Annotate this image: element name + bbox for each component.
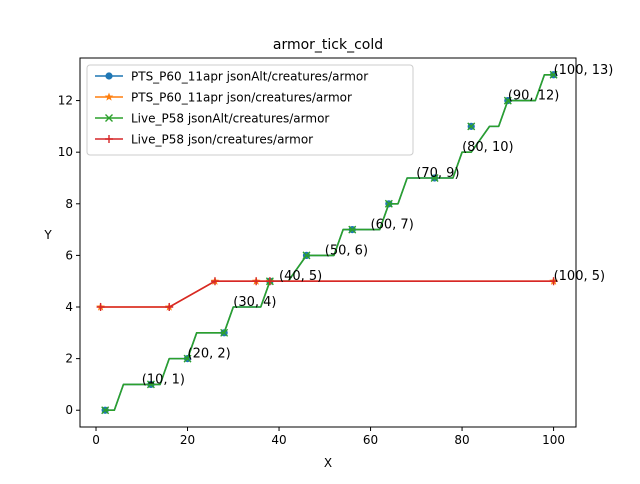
annotation-label: (100, 5) — [554, 269, 606, 284]
legend: PTS_P60_11apr jsonAlt/creatures/armor PTS… — [86, 64, 414, 156]
series-2-point — [430, 173, 439, 182]
y-tick-label: 2 — [65, 352, 73, 366]
x-tick-label: 100 — [542, 433, 565, 447]
series-2-point — [302, 251, 311, 260]
series-line-2 — [105, 73, 554, 412]
series-2-point — [503, 96, 512, 105]
x-axis-label: X — [324, 456, 332, 470]
annotation-label: (50, 6) — [325, 243, 368, 258]
series-2-point — [348, 225, 357, 234]
legend-marker-2 — [105, 114, 113, 122]
y-tick-label: 12 — [58, 94, 73, 108]
annotation-label: (90, 12) — [508, 89, 560, 104]
y-tick-label: 4 — [65, 300, 73, 314]
legend-marker-3 — [105, 135, 113, 143]
annotation-label: (70, 9) — [416, 166, 459, 181]
legend-marker-0 — [105, 72, 113, 80]
series-3-point — [210, 277, 219, 286]
series-2-point — [183, 354, 192, 363]
x-tick-label: 40 — [271, 433, 286, 447]
axes-frame — [79, 57, 577, 428]
annotation-label: (10, 1) — [142, 372, 185, 387]
y-axis-label: Y — [43, 228, 52, 242]
legend-marker-1 — [104, 92, 114, 101]
y-tick-label: 6 — [65, 248, 73, 262]
series-2-point — [146, 380, 155, 389]
annotation-label: (20, 2) — [188, 347, 231, 362]
series-line-3 — [100, 280, 554, 308]
annotation-label: (100, 13) — [554, 63, 614, 78]
legend-entry-label: Live_P58 jsonAlt/creatures/armor — [131, 112, 329, 126]
x-tick-label: 20 — [180, 433, 195, 447]
annotation-label: (30, 4) — [233, 295, 276, 310]
legend-box — [86, 64, 414, 156]
plot-area: (10, 1)(20, 2) (30, 4)(40, 5)(50, 6)(60, … — [96, 63, 614, 415]
series-3-point — [165, 303, 174, 312]
y-tick-label: 0 — [65, 403, 73, 417]
legend-entry-label: Live_P58 json/creatures/armor — [131, 133, 313, 147]
annotation-label: (40, 5) — [279, 269, 322, 284]
axis-ticks: 0 20 40 60 80 100 0 2 4 6 8 10 12 — [58, 94, 565, 447]
annotation-label: (60, 7) — [371, 218, 414, 233]
x-tick-label: 60 — [363, 433, 378, 447]
series-3-point — [252, 277, 261, 286]
annotation-label: (80, 10) — [462, 140, 514, 155]
y-tick-label: 10 — [58, 145, 73, 159]
series-2-point — [467, 122, 476, 131]
series-2-point — [220, 328, 229, 337]
chart-title: armor_tick_cold — [273, 37, 383, 53]
series-3-point — [549, 277, 558, 286]
legend-entry-label: PTS_P60_11apr jsonAlt/creatures/armor — [131, 70, 368, 84]
series-2-point — [384, 199, 393, 208]
x-tick-label: 0 — [92, 433, 100, 447]
series-2-point — [101, 406, 110, 415]
y-tick-label: 8 — [65, 197, 73, 211]
series-2-point — [549, 70, 558, 79]
series-3-point — [265, 277, 274, 286]
x-tick-label: 80 — [454, 433, 469, 447]
legend-entry-label: PTS_P60_11apr json/creatures/armor — [131, 91, 352, 105]
series-3-point — [96, 303, 105, 312]
